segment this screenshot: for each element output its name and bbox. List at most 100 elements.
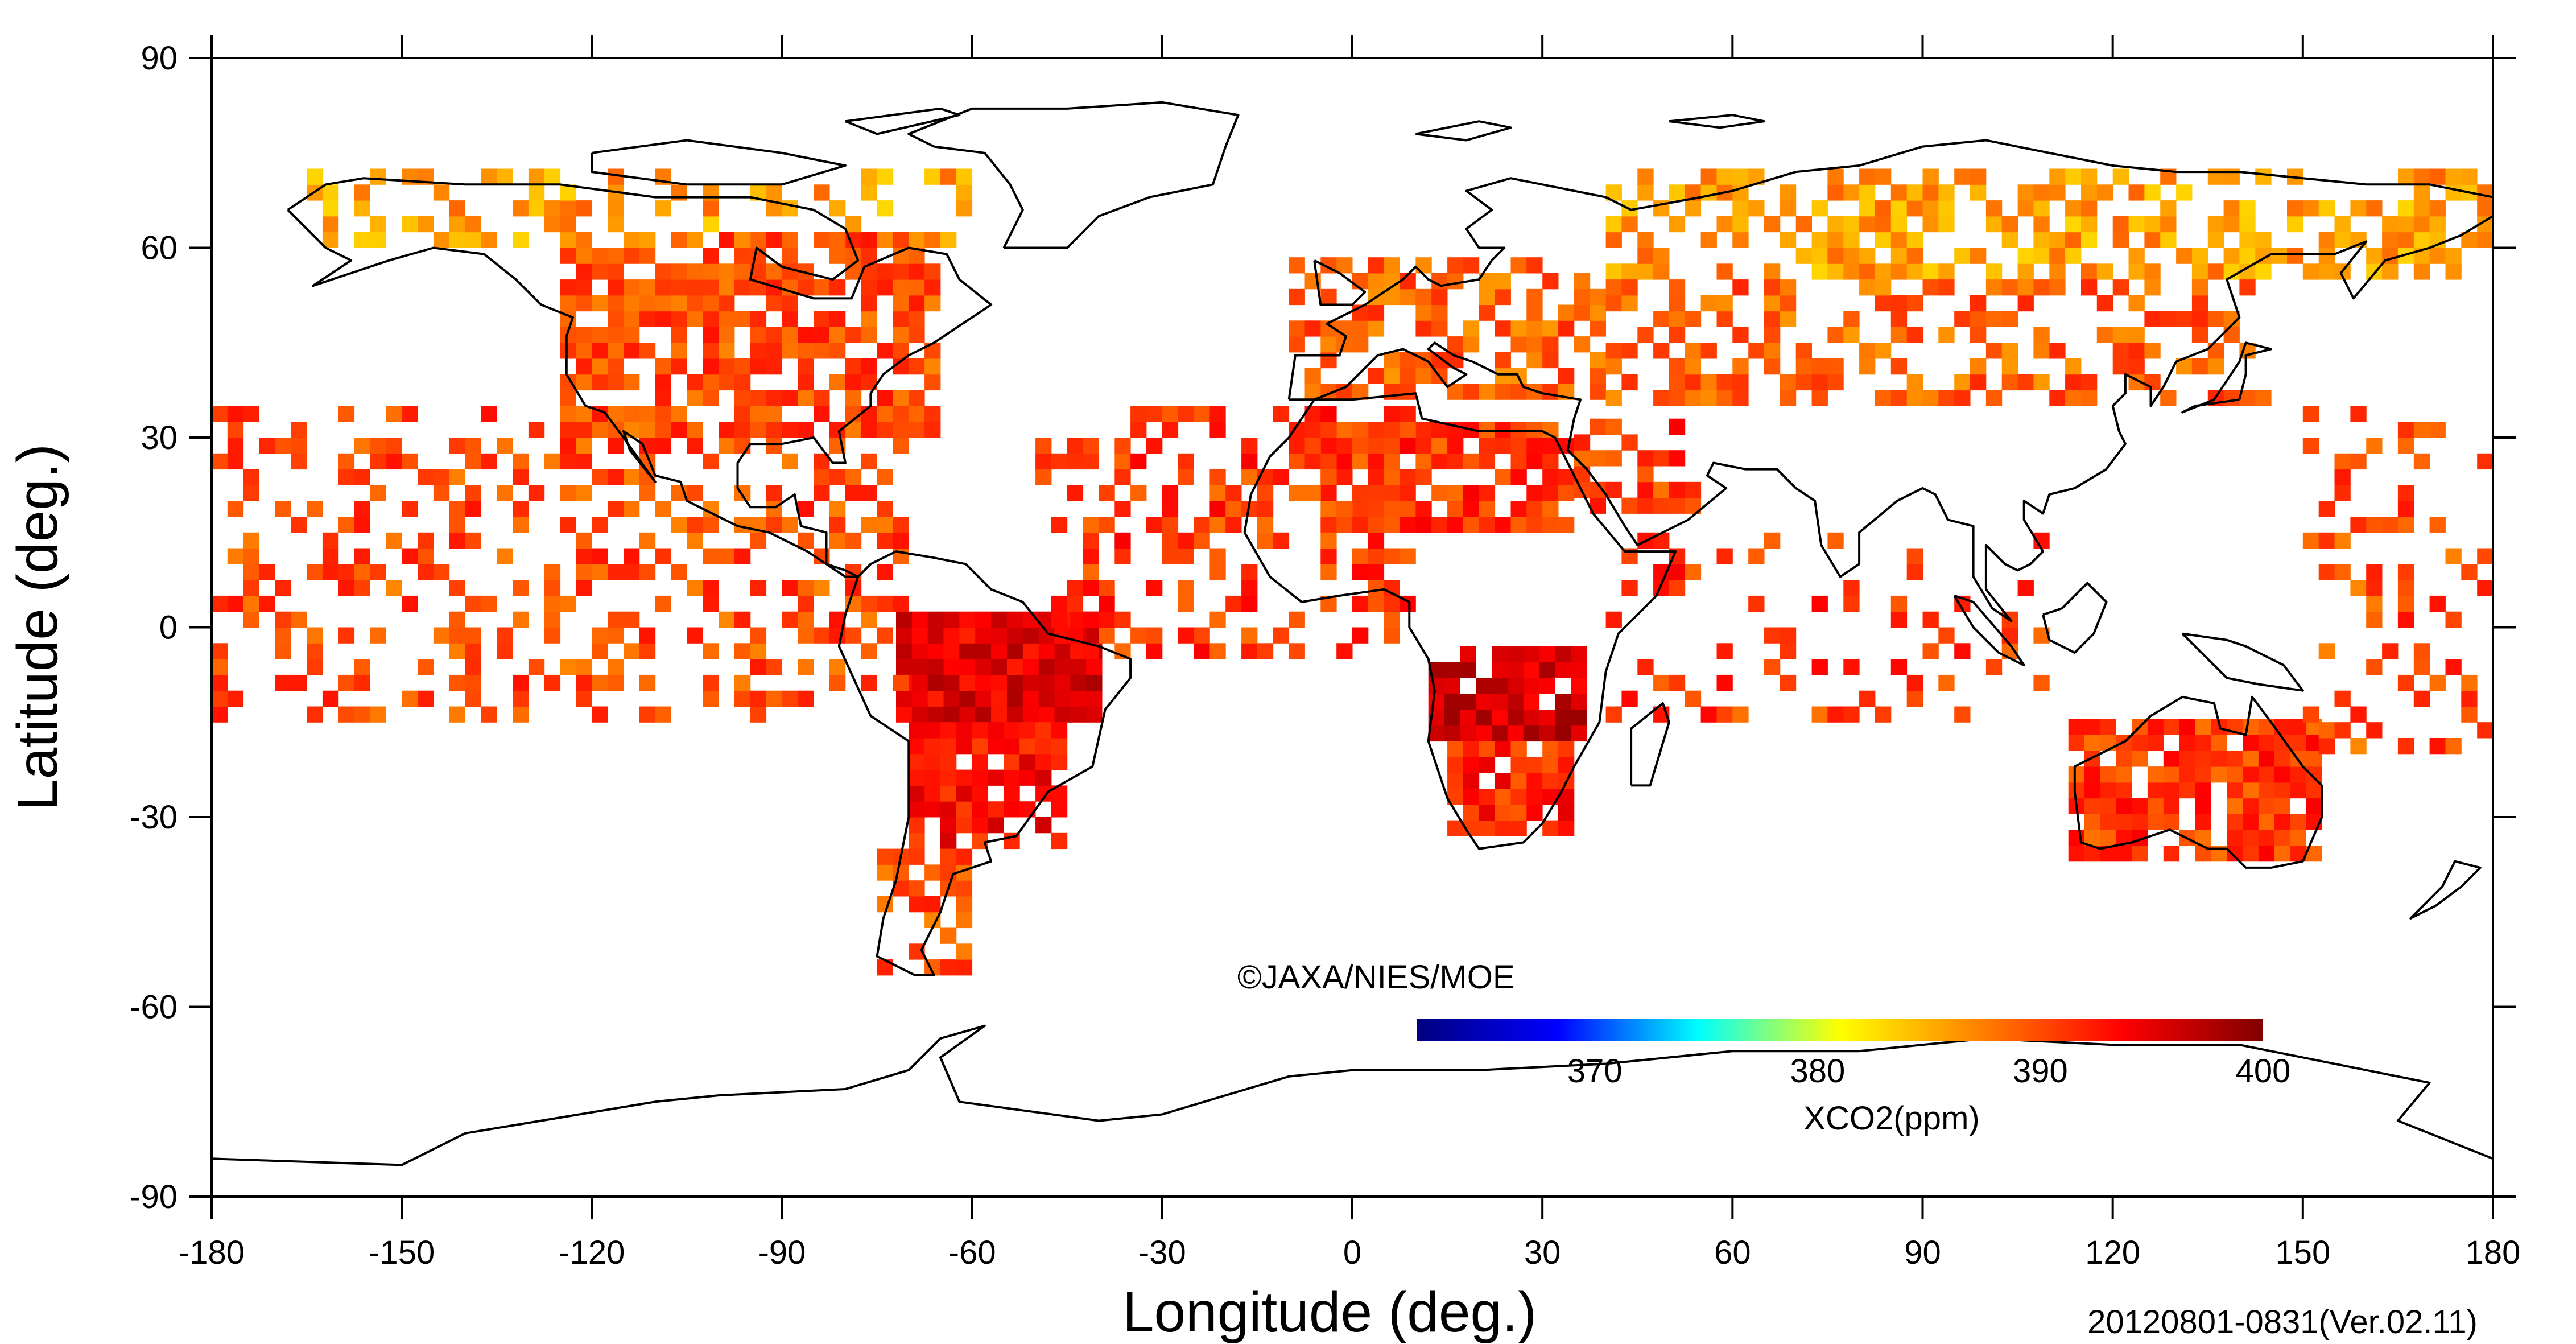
xco2-cell [896, 706, 913, 723]
xco2-cell [1479, 438, 1496, 454]
xco2-cell [2176, 248, 2193, 264]
xco2-cell [592, 469, 608, 485]
xco2-cell [307, 643, 323, 659]
xco2-cell [1368, 368, 1385, 384]
xco2-cell [370, 627, 386, 644]
xco2-cell [1906, 374, 1923, 391]
xco2-cell [1257, 643, 1274, 659]
xco2-cell [766, 390, 782, 406]
xco2-cell [1492, 662, 1508, 678]
xco2-cell [1384, 501, 1400, 517]
xco2-cell [1447, 336, 1464, 353]
xco2-cell [608, 343, 624, 359]
xco2-cell [1492, 725, 1508, 742]
xco2-cell [560, 343, 576, 359]
xco2-cell [2445, 248, 2462, 264]
xco2-cell [703, 580, 719, 596]
xco2-cell [1463, 501, 1480, 517]
xco2-cell [956, 184, 973, 201]
xco2-cell [2318, 738, 2335, 755]
xco2-cell [1086, 674, 1103, 691]
xco2-cell [766, 406, 782, 422]
xco2-cell [719, 438, 735, 454]
xco2-cell [576, 659, 592, 675]
xco2-cell [2207, 232, 2224, 248]
xco2-cell [909, 422, 925, 438]
xco2-cell [2223, 200, 2240, 217]
xco2-cell [1716, 706, 1733, 723]
xco2-cell [544, 564, 561, 580]
xco2-cell [291, 517, 307, 533]
xco2-cell [671, 327, 687, 343]
xco2-cell [1463, 773, 1480, 789]
xco2-cell [877, 517, 893, 533]
xco2-cell [2081, 184, 2098, 201]
xco2-cell [243, 595, 259, 612]
xco2-cell [1732, 232, 1749, 248]
xco2-cell [2128, 184, 2145, 201]
xco2-cell [1400, 422, 1416, 438]
xco2-cell [798, 390, 814, 406]
xco2-cell [959, 706, 976, 723]
xco2-cell [1320, 288, 1337, 306]
xco2-cell [861, 168, 877, 185]
xco2-cell [877, 390, 893, 406]
xco2-cell [1890, 232, 1908, 248]
xco2-cell [449, 438, 465, 454]
xco2-cell [2132, 751, 2148, 767]
xco2-cell [2179, 782, 2195, 799]
xco2-cell [2397, 232, 2414, 248]
xco2-cell [1415, 469, 1432, 485]
xco2-cell [2084, 798, 2100, 814]
xco2-cell [671, 295, 687, 312]
xco2-cell [655, 200, 671, 217]
xco2-cell [1130, 627, 1147, 644]
xco2-cell [1843, 659, 1860, 675]
xco2-cell [2477, 200, 2494, 217]
xco2-cell [2274, 798, 2290, 814]
xco2-cell [798, 374, 814, 391]
xco2-cell [1764, 343, 1781, 359]
xco2-cell [1463, 741, 1480, 757]
xco2-cell [1415, 422, 1432, 438]
xco2-cell [481, 453, 497, 470]
xco2-cell [1415, 517, 1432, 533]
xco2-cell [1495, 384, 1511, 400]
xco2-cell [911, 627, 928, 644]
xco2-cell [592, 627, 608, 644]
xco2-cell [322, 690, 339, 707]
xco2-cell [861, 453, 877, 470]
xco2-cell [1431, 517, 1448, 533]
xco2-cell [1460, 710, 1476, 726]
xco2-cell [1130, 453, 1147, 470]
xco2-cell [1038, 706, 1055, 723]
xco2-cell [1304, 453, 1321, 470]
xco2-cell [1241, 643, 1258, 659]
xco2-cell [2429, 517, 2446, 533]
xco2-cell [1875, 343, 1892, 359]
xco2-cell [1605, 295, 1622, 312]
xco2-cell [497, 627, 513, 644]
xco2-cell [544, 200, 561, 217]
xco2-cell [1352, 517, 1369, 533]
xco2-cell [1700, 390, 1717, 406]
xco2-cell [291, 453, 307, 470]
xco2-cell [402, 453, 418, 470]
xco2-cell [370, 232, 386, 248]
xco2-cell [1495, 368, 1511, 384]
xco2-cell [465, 643, 481, 659]
xco2-cell [1257, 517, 1274, 533]
xco2-cell [1006, 611, 1023, 628]
xco2-cell [943, 659, 960, 675]
xco2-cell [1051, 611, 1068, 628]
xco2-cell [1922, 263, 1939, 280]
xco2-cell [1336, 438, 1353, 454]
xco2-cell [814, 469, 830, 485]
xco2-cell [2128, 216, 2145, 233]
xco2-cell [782, 422, 798, 438]
xco2-cell [433, 469, 450, 485]
xco2-cell [1495, 820, 1511, 836]
xco2-cell [386, 406, 402, 422]
xco2-cell [2445, 659, 2462, 675]
xco2-cell [719, 422, 735, 438]
